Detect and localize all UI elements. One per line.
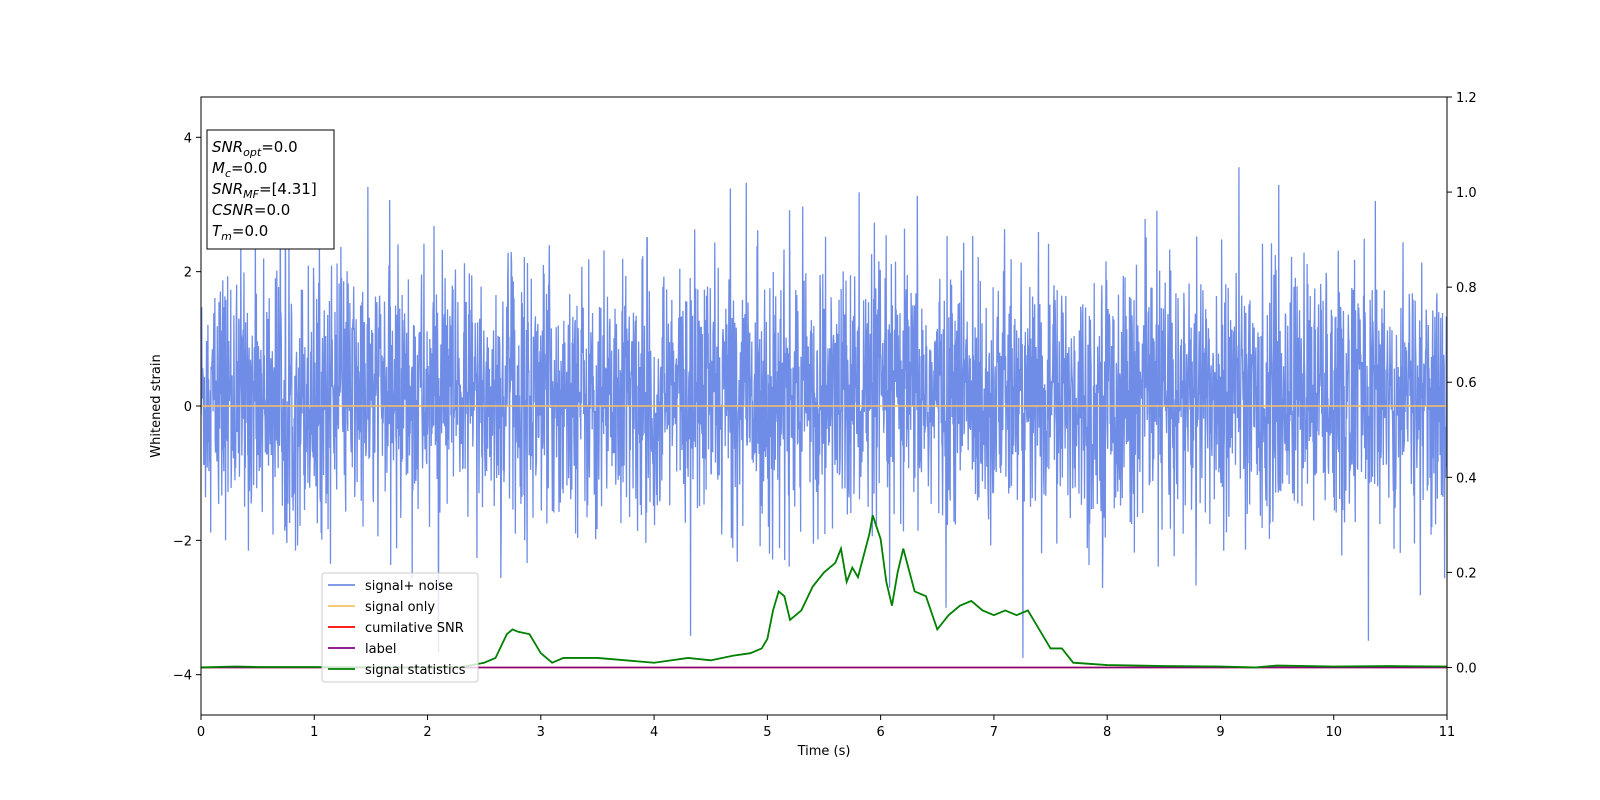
info-line: Mc=0.0 <box>212 159 267 180</box>
info-line: SNRopt=0.0 <box>212 138 298 159</box>
x-tick-label: 9 <box>1216 725 1224 740</box>
x-axis-label: Time (s) <box>797 744 851 759</box>
y-right-tick-label: 1.2 <box>1456 91 1477 106</box>
legend-label: signal+ noise <box>365 579 453 594</box>
legend-label: label <box>365 642 396 657</box>
y-left-tick-label: −4 <box>173 669 192 684</box>
x-tick-label: 6 <box>876 725 884 740</box>
y-right-tick-label: 0.0 <box>1456 661 1477 676</box>
y-left-tick-label: 0 <box>184 400 192 415</box>
y-left-tick-label: −2 <box>173 534 192 549</box>
x-tick-label: 2 <box>423 725 431 740</box>
y-axis-label: Whitened strain <box>149 354 164 457</box>
y-right-tick-label: 0.8 <box>1456 281 1477 296</box>
info-line: Tm=0.0 <box>212 222 268 243</box>
x-tick-label: 0 <box>197 725 205 740</box>
x-tick-label: 8 <box>1103 725 1111 740</box>
y-right-tick-label: 1.0 <box>1456 186 1477 201</box>
legend: signal+ noise signal only cumilative SNR la… <box>321 572 479 683</box>
y-left-tick-label: 2 <box>184 266 192 281</box>
x-tick-label: 4 <box>650 725 658 740</box>
info-line: SNRMF=[4.31] <box>212 180 317 201</box>
series-signal-noise-line <box>201 167 1447 658</box>
x-tick-label: 11 <box>1439 725 1456 740</box>
y-right-tick-label: 0.2 <box>1456 566 1477 581</box>
info-line: CSNR=0.0 <box>212 201 290 219</box>
legend-label: signal only <box>365 600 435 615</box>
x-tick-label: 1 <box>310 725 318 740</box>
y-right-tick-label: 0.6 <box>1456 376 1477 391</box>
x-tick-label: 7 <box>990 725 998 740</box>
series-signal-statistics-line <box>201 515 1447 669</box>
legend-label: signal statistics <box>365 663 466 678</box>
axes: 0 1 2 3 4 5 6 7 8 9 10 11 −4 −2 0 2 4 0.0 0.2 0.4 0.6 0.8 1.0 1… <box>173 91 1477 740</box>
info-box-frame <box>206 129 335 250</box>
y-left-tick-label: 4 <box>184 131 192 146</box>
legend-label: cumilative SNR <box>365 621 464 636</box>
legend-box <box>321 572 479 683</box>
x-tick-label: 3 <box>537 725 545 740</box>
x-tick-label: 5 <box>763 725 771 740</box>
y-right-tick-label: 0.4 <box>1456 471 1477 486</box>
x-tick-label: 10 <box>1325 725 1342 740</box>
